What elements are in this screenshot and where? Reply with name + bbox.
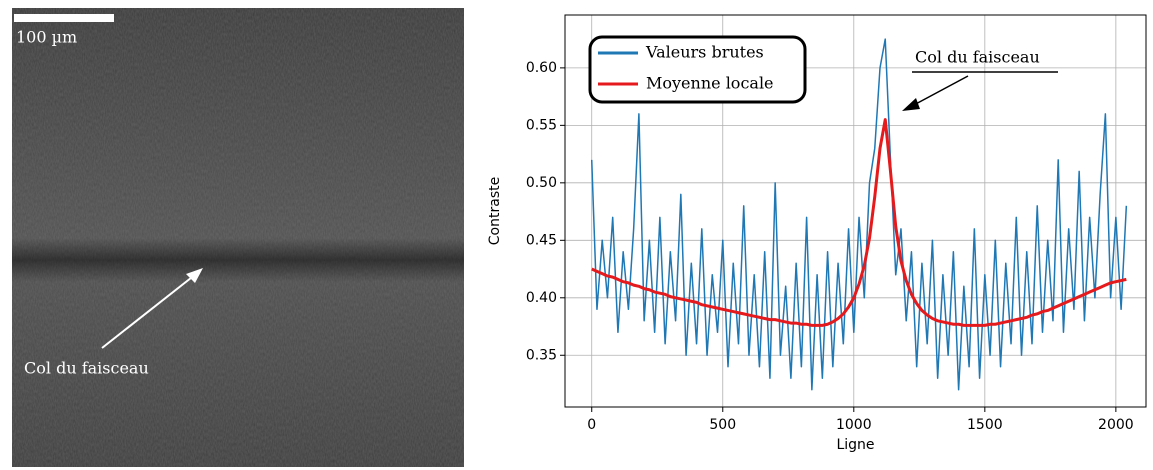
legend-label: Valeurs brutes: [645, 43, 764, 62]
chart: 0 500 1000 1500 2000 0.35 0.40 0.45 0.50 0.55 0.60…: [487, 14, 1147, 453]
x-tick-label: 0: [587, 417, 596, 433]
plot-frame: [564, 14, 1147, 408]
y-tick-label: 0.40: [526, 290, 557, 306]
y-tick-label: 0.60: [526, 60, 557, 76]
y-tick-label: 0.50: [526, 175, 557, 191]
arrow: [101, 273, 197, 349]
y-tick-label: 0.55: [526, 117, 557, 133]
image-annotation: Col du faisceau: [24, 359, 149, 378]
x-tick-label: 1500: [967, 417, 1003, 433]
scale-bar: [14, 14, 114, 22]
y-axis-label: Contraste: [487, 177, 503, 245]
series-line: [590, 38, 1128, 391]
annotation: Col du faisceau: [915, 48, 1040, 67]
x-axis-label: Ligne: [836, 437, 874, 453]
y-tick-label: 0.35: [526, 347, 557, 363]
x-tick-label: 1000: [836, 417, 872, 433]
legend: Valeurs brutes Moyenne locale: [588, 35, 807, 104]
y-tick-label: 0.45: [526, 232, 557, 248]
image-noise: [12, 8, 464, 467]
annotation-arrow-head: [902, 98, 920, 111]
beam-band: [12, 238, 464, 282]
annotation-arrow: [911, 75, 969, 107]
x-tick-label: 2000: [1098, 417, 1134, 433]
series-line: [591, 118, 1127, 327]
micrograph: 100 µm Col du faisceau: [12, 8, 464, 467]
arrow-head: [186, 268, 203, 283]
x-tick-label: 500: [709, 417, 736, 433]
scale-label: 100 µm: [16, 28, 77, 47]
legend-frame: [588, 35, 807, 104]
legend-label: Moyenne locale: [646, 74, 774, 93]
